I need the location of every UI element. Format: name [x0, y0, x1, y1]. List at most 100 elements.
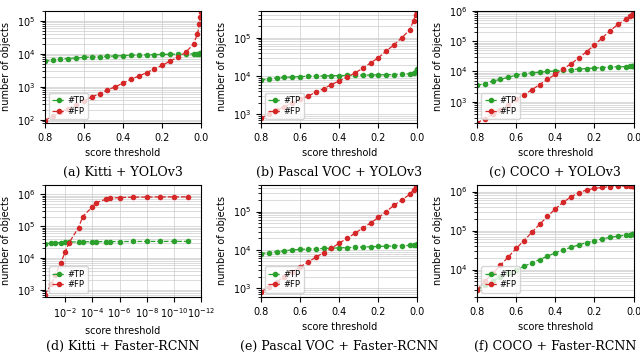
#TP	[520, 264, 528, 269]
Y-axis label: number of objects: number of objects	[1, 22, 11, 111]
#FP	[320, 87, 328, 91]
#FP	[359, 66, 367, 71]
#FP	[629, 184, 637, 188]
Line: #TP: #TP	[475, 64, 636, 87]
#FP	[159, 63, 166, 67]
#TP	[143, 239, 150, 244]
#TP	[606, 235, 614, 240]
#TP	[528, 71, 536, 75]
#FP	[504, 255, 512, 259]
Legend: #TP, #FP: #TP, #FP	[49, 266, 88, 292]
#TP	[196, 51, 204, 55]
#FP	[65, 241, 73, 245]
#FP	[41, 118, 49, 123]
#FP	[406, 192, 413, 197]
#TP	[320, 246, 328, 251]
Text: (f) COCO + Faster-RCNN: (f) COCO + Faster-RCNN	[474, 340, 637, 353]
#FP	[174, 55, 182, 59]
Legend: #TP, #FP: #TP, #FP	[265, 266, 304, 292]
#FP	[257, 290, 265, 294]
#TP	[628, 232, 636, 236]
#TP	[79, 240, 86, 244]
#FP	[614, 184, 622, 188]
#TP	[166, 52, 174, 56]
#TP	[374, 73, 382, 77]
#FP	[481, 117, 489, 121]
Text: (d) Kitti + Faster-RCNN: (d) Kitti + Faster-RCNN	[47, 340, 200, 353]
#FP	[559, 67, 567, 71]
#FP	[328, 246, 335, 251]
#FP	[289, 270, 296, 274]
#TP	[559, 248, 567, 252]
#FP	[104, 88, 111, 92]
#FP	[312, 255, 319, 260]
#FP	[614, 22, 622, 26]
#FP	[61, 250, 68, 254]
#FP	[273, 279, 280, 284]
#FP	[320, 251, 328, 255]
#FP	[575, 56, 582, 60]
#TP	[135, 53, 143, 57]
#FP	[567, 195, 575, 199]
#FP	[289, 101, 296, 105]
#FP	[606, 184, 614, 189]
#FP	[489, 112, 497, 117]
#TP	[182, 52, 189, 56]
#TP	[170, 239, 178, 244]
Y-axis label: number of objects: number of objects	[1, 196, 11, 285]
#FP	[196, 15, 204, 19]
#FP	[367, 221, 374, 225]
#FP	[598, 35, 606, 40]
#FP	[512, 97, 520, 102]
#TP	[289, 75, 296, 79]
#TP	[304, 247, 312, 251]
#TP	[512, 73, 520, 77]
#TP	[629, 232, 637, 236]
#FP	[88, 95, 95, 99]
#FP	[622, 184, 630, 188]
#TP	[265, 77, 273, 81]
#TP	[127, 53, 135, 58]
#TP	[174, 52, 182, 56]
#FP	[265, 112, 273, 117]
Line: #FP: #FP	[259, 10, 419, 120]
X-axis label: score threshold: score threshold	[86, 148, 161, 158]
Line: #TP: #TP	[43, 51, 203, 63]
#FP	[473, 288, 481, 292]
#TP	[591, 66, 598, 70]
#TP	[65, 240, 73, 244]
#TP	[320, 74, 328, 78]
#TP	[143, 52, 150, 57]
#TP	[61, 240, 68, 244]
#FP	[413, 184, 420, 188]
#TP	[413, 243, 420, 247]
Legend: #TP, #FP: #TP, #FP	[481, 266, 520, 292]
#FP	[296, 97, 304, 101]
#TP	[335, 246, 343, 250]
#TP	[328, 246, 335, 251]
#FP	[56, 110, 64, 114]
#TP	[111, 54, 119, 58]
X-axis label: score threshold: score threshold	[301, 148, 377, 158]
#FP	[410, 18, 417, 23]
#FP	[80, 98, 88, 103]
#FP	[398, 198, 406, 202]
#TP	[552, 69, 559, 73]
#FP	[52, 273, 60, 277]
#FP	[88, 205, 96, 209]
Legend: #TP, #FP: #TP, #FP	[481, 93, 520, 119]
#TP	[328, 73, 335, 78]
#TP	[622, 64, 630, 69]
#TP	[304, 74, 312, 79]
#FP	[79, 214, 86, 219]
#TP	[512, 268, 520, 272]
#TP	[626, 64, 634, 68]
#FP	[359, 226, 367, 230]
#TP	[257, 252, 265, 256]
#TP	[481, 283, 489, 287]
#FP	[273, 108, 280, 112]
#FP	[111, 85, 119, 89]
#TP	[157, 239, 164, 244]
#TP	[273, 76, 280, 80]
#FP	[143, 195, 150, 199]
